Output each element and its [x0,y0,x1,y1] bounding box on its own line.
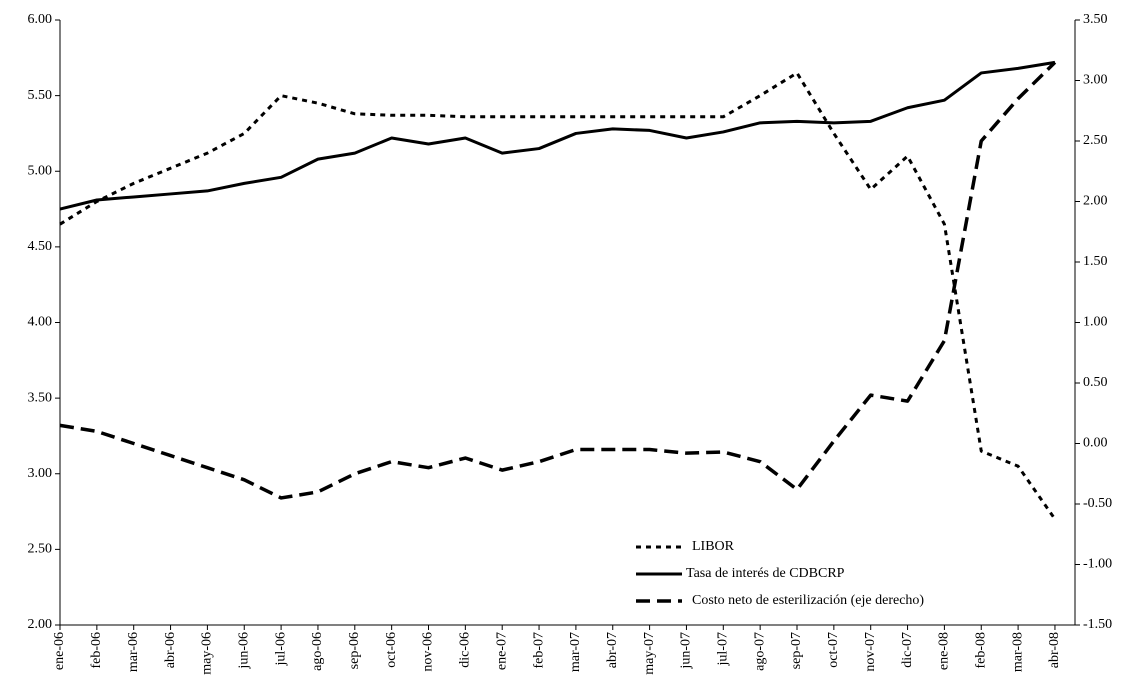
series-line [59,61,1057,500]
x-tick-label: ene-08 [937,632,952,670]
x-tick-label: ene-07 [494,632,509,670]
x-tick-label: nov-06 [421,632,436,672]
x-tick-label: mar-08 [1010,632,1025,672]
x-tick-label: ago-06 [310,632,325,671]
y-tick-label: 2.00 [28,617,53,632]
y2-tick-label: -0.50 [1083,496,1112,511]
x-tick-label: nov-07 [863,632,878,672]
x-tick-label: oct-06 [384,632,399,668]
y2-tick-label: 0.00 [1083,436,1108,451]
x-tick-label: feb-07 [531,632,546,669]
y2-tick-label: 1.00 [1083,315,1108,330]
y-tick-label: 2.50 [28,542,53,557]
x-tick-label: oct-07 [826,632,841,668]
x-tick-label: may-06 [200,632,215,675]
x-tick-label: may-07 [642,632,657,675]
legend-label: Costo neto de esterilización (eje derech… [692,593,924,608]
x-tick-label: jul-06 [273,632,288,666]
series-line [59,60,1056,211]
y-tick-label: 4.50 [28,239,53,254]
y-tick-label: 4.00 [28,315,53,330]
y-tick-label: 5.00 [28,163,53,178]
x-tick-label: mar-06 [126,632,141,672]
x-tick-label: sep-07 [789,632,804,669]
x-tick-label: jun-06 [236,632,251,670]
x-tick-label: dic-07 [900,632,915,668]
x-tick-label: jun-07 [679,632,694,670]
legend-label: LIBOR [692,539,735,554]
x-tick-label: abr-08 [1047,632,1062,668]
legend-label: Tasa de interés de CDBCRP [686,566,845,581]
x-tick-label: dic-06 [458,632,473,668]
y-tick-label: 6.00 [28,12,53,27]
y2-tick-label: 0.50 [1083,375,1108,390]
x-tick-label: abr-06 [163,632,178,668]
y-tick-label: 3.00 [28,466,53,481]
y2-tick-label: 3.00 [1083,73,1108,88]
y2-tick-label: 3.50 [1083,12,1108,27]
x-tick-label: mar-07 [568,632,583,672]
y-tick-label: 5.50 [28,88,53,103]
x-tick-label: feb-06 [89,632,104,669]
x-tick-label: sep-06 [347,632,362,669]
x-tick-label: jul-07 [716,632,731,666]
x-tick-label: ene-06 [52,632,67,670]
y-tick-label: 3.50 [28,390,53,405]
y2-tick-label: -1.00 [1083,557,1112,572]
x-tick-label: feb-08 [973,632,988,669]
y2-tick-label: -1.50 [1083,617,1112,632]
y2-tick-label: 2.50 [1083,133,1108,148]
y2-tick-label: 2.00 [1083,194,1108,209]
x-tick-label: abr-07 [605,632,620,668]
y2-tick-label: 1.50 [1083,254,1108,269]
series-line [59,71,1057,520]
x-tick-label: ago-07 [752,632,767,671]
